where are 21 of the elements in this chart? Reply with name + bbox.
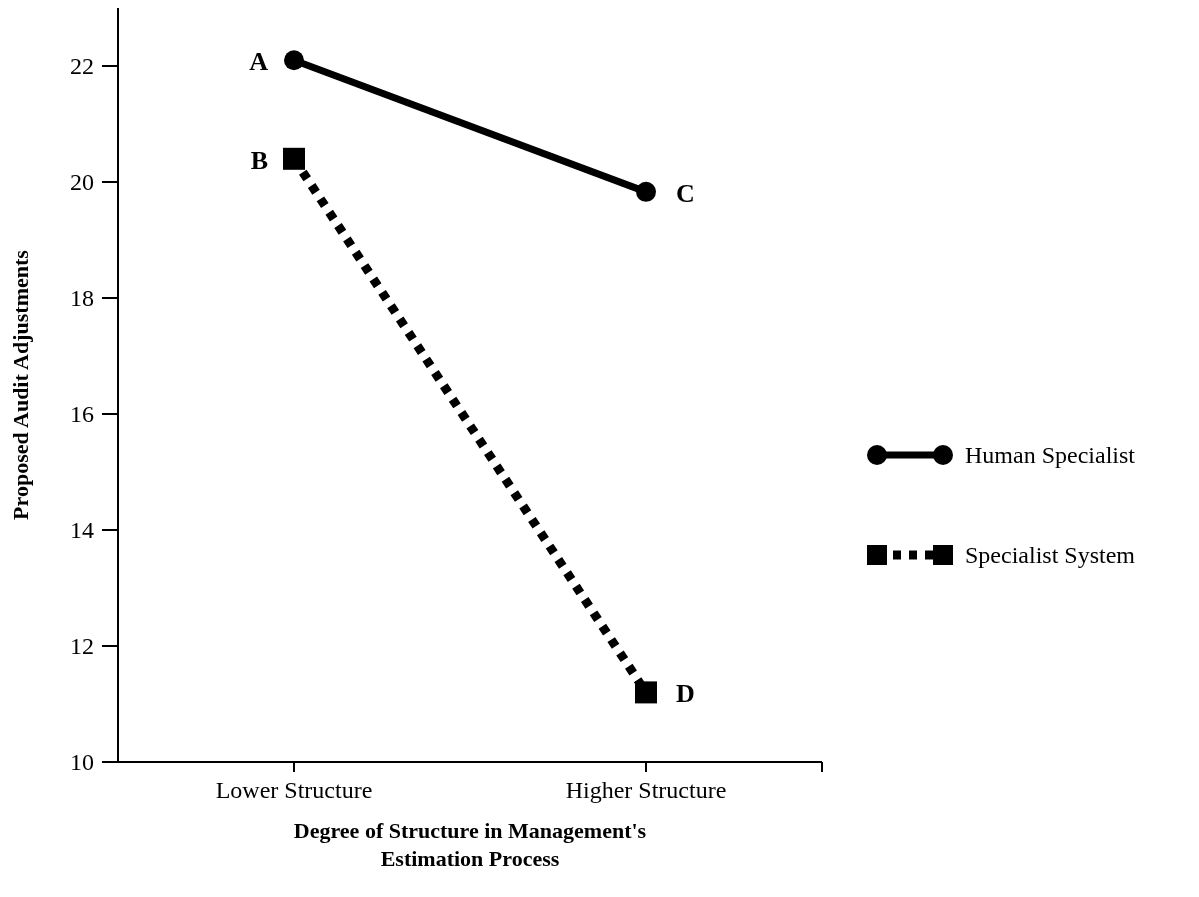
y-tick-label: 22 bbox=[70, 53, 94, 79]
legend-label: Human Specialist bbox=[965, 442, 1136, 468]
y-tick-label: 18 bbox=[70, 285, 94, 311]
point bbox=[283, 147, 305, 170]
annotation: A bbox=[249, 47, 269, 77]
y-tick-label: 14 bbox=[70, 517, 94, 543]
legend-label: Specialist System bbox=[965, 542, 1136, 568]
annotation: B bbox=[250, 145, 268, 175]
annotation: C bbox=[676, 178, 695, 208]
point bbox=[635, 681, 657, 704]
y-tick-label: 10 bbox=[70, 749, 94, 775]
x-tick-label: Higher Structure bbox=[565, 777, 727, 803]
y-tick-label: 16 bbox=[70, 401, 94, 427]
y-tick-label: 12 bbox=[70, 633, 94, 659]
y-tick-label: 20 bbox=[70, 169, 94, 195]
point bbox=[636, 181, 656, 202]
annotation: D bbox=[676, 679, 695, 709]
x-axis-title: Degree of Structure in Management's Estimation Process bbox=[293, 818, 647, 871]
x-tick-label: Lower Structure bbox=[215, 777, 373, 803]
point bbox=[284, 50, 304, 71]
y-axis-title: Proposed Audit Adjustments bbox=[8, 249, 33, 520]
